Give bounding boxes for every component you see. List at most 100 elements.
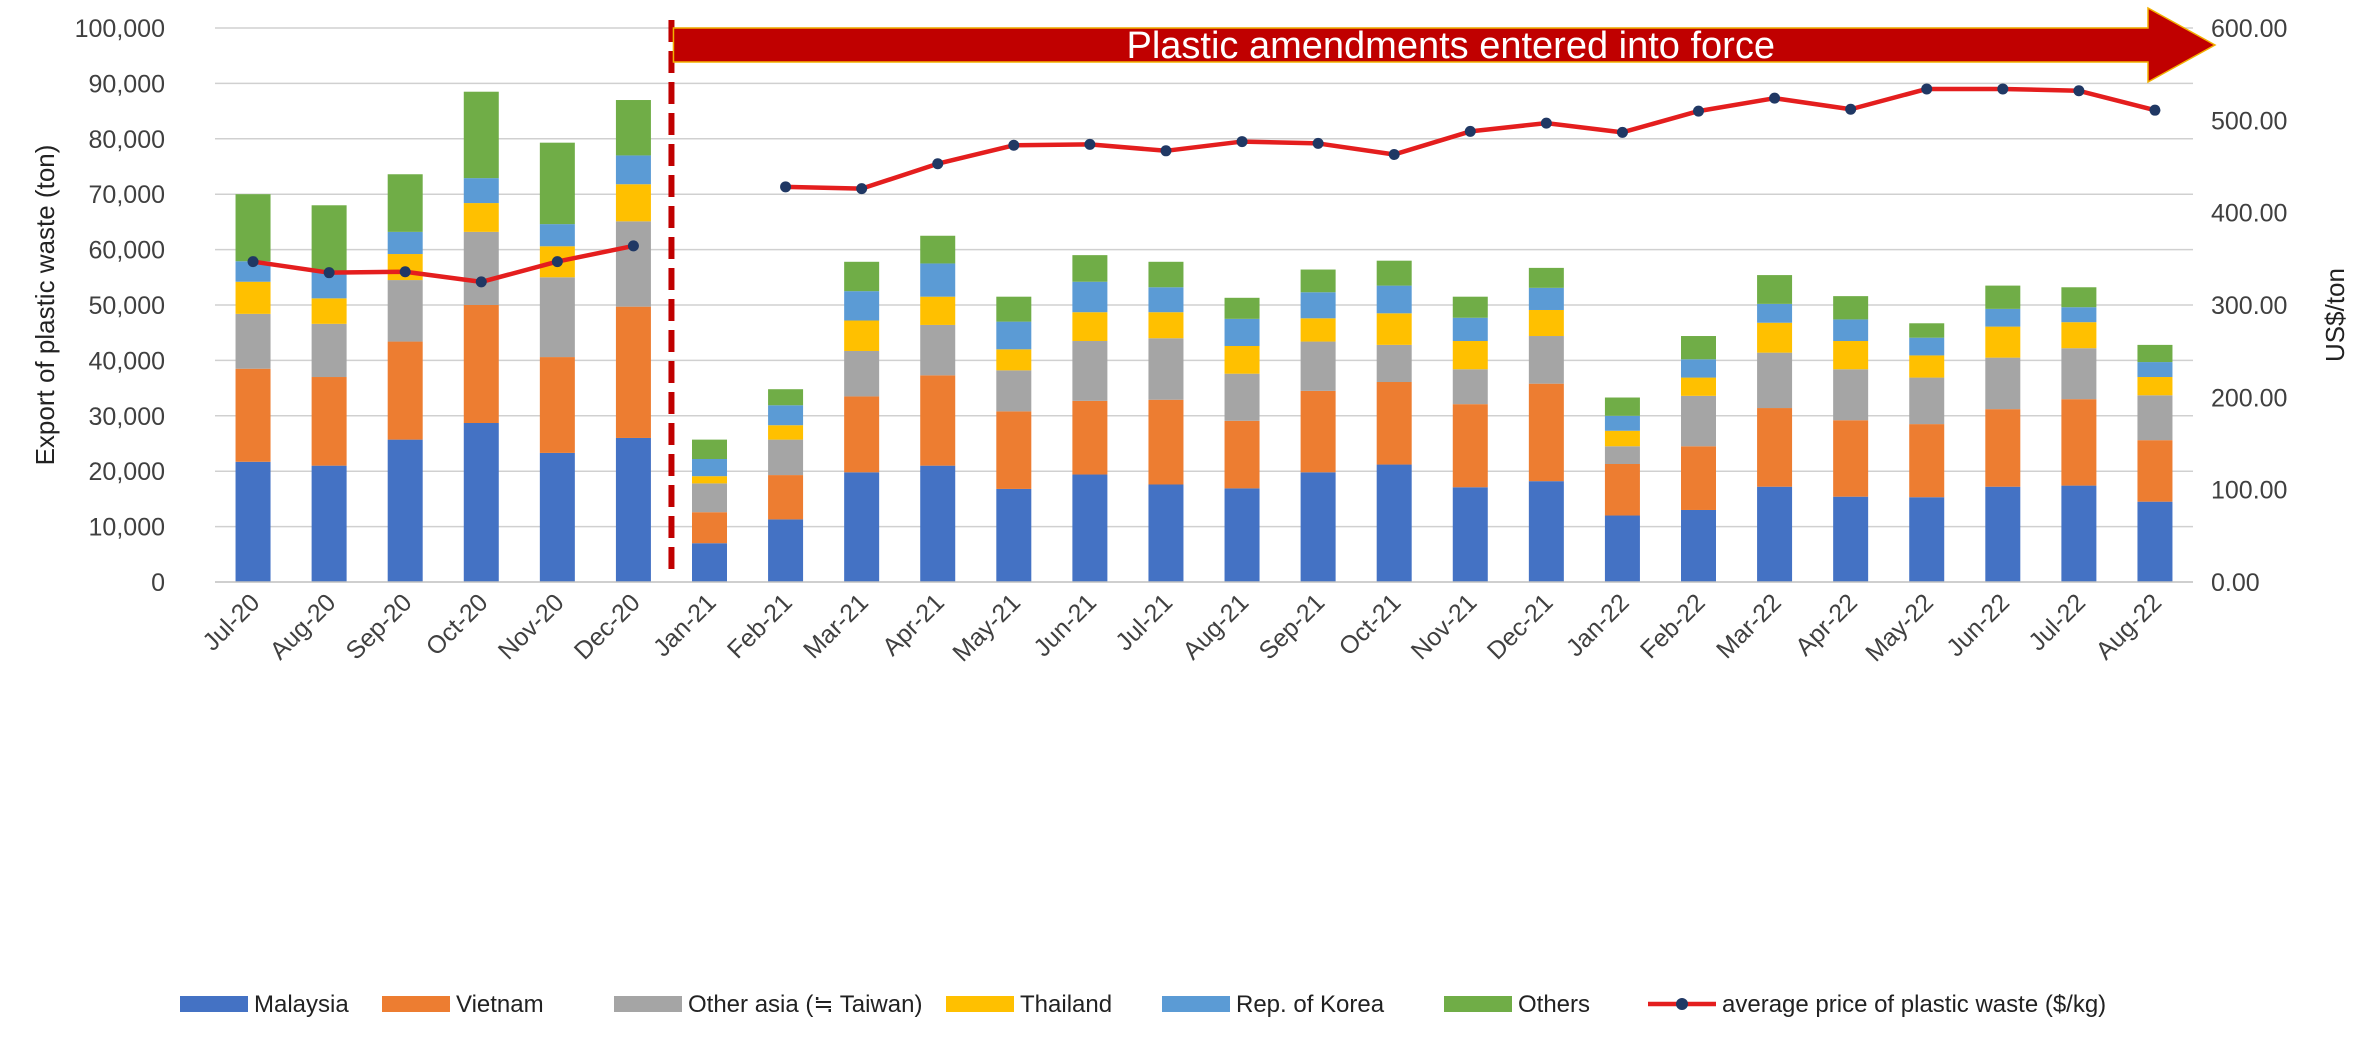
bar-segment (1300, 292, 1336, 319)
bar-segment (1224, 297, 1260, 319)
bar-segment (1604, 430, 1640, 447)
gridlines (215, 27, 2193, 528)
legend-swatch (1444, 996, 1512, 1012)
bar-segment (1072, 312, 1108, 342)
bar-segment (768, 519, 804, 582)
bar-segment (844, 261, 880, 292)
bar-segment (463, 423, 499, 582)
price-line (247, 83, 2161, 288)
price-point (627, 240, 639, 252)
legend-label: Rep. of Korea (1236, 991, 1385, 1018)
bar-segment (1376, 382, 1412, 465)
bar-segment (2137, 440, 2173, 502)
y2-tick-label: 400.00 (2211, 200, 2287, 228)
bar-segment (1604, 397, 1640, 416)
bar-segment (539, 357, 575, 453)
bar-segment (692, 543, 727, 582)
y-tick-label: 100,000 (75, 15, 165, 43)
price-point (1008, 139, 1020, 151)
bar-segment (1224, 488, 1260, 582)
bar-segment (1376, 344, 1412, 383)
price-point (1540, 117, 1552, 129)
x-tick-label: Feb-21 (722, 588, 798, 664)
price-point (1845, 103, 1857, 115)
bar-segment (463, 178, 499, 204)
bar-segment (463, 203, 499, 232)
x-tick-label: Jul-22 (2023, 588, 2091, 656)
y2-axis-title: US$/ton (2320, 268, 2350, 362)
y-axis-title: Export of plastic waste (ton) (30, 145, 60, 466)
bar-segment (692, 439, 727, 460)
bar-segment (1909, 337, 1945, 356)
price-point (475, 276, 487, 288)
bar-segment (1072, 474, 1108, 582)
bar-segment (692, 483, 727, 513)
price-point (2073, 85, 2085, 97)
bar-segment (1909, 323, 1945, 338)
x-tick-label: Apr-22 (1790, 588, 1863, 661)
bar-segment (235, 194, 271, 262)
legend-swatch (614, 996, 682, 1012)
bar-segment (1909, 377, 1945, 425)
price-point (1769, 92, 1781, 104)
bar-segment (1604, 446, 1640, 464)
price-point (1464, 125, 1476, 137)
bar-segment (1604, 463, 1640, 516)
x-tick-label: Dec-20 (569, 588, 646, 665)
bar-segment (1757, 408, 1793, 487)
bar-segment (1909, 355, 1945, 378)
bar-segment (615, 437, 651, 582)
legend-swatch (180, 996, 248, 1012)
bar-segment (1909, 497, 1945, 582)
y-tick-label: 80,000 (89, 126, 165, 154)
bar-segment (1528, 309, 1564, 337)
legend-swatch (946, 996, 1014, 1012)
legend-label: Others (1518, 991, 1590, 1018)
bar-segment (1452, 369, 1488, 405)
bar-segment (1072, 255, 1108, 282)
bar-segment (1300, 390, 1336, 473)
y-tick-label: 50,000 (89, 292, 165, 320)
bar-segment (311, 298, 347, 324)
price-point (1997, 83, 2009, 95)
x-tick-label: Sep-21 (1254, 588, 1331, 665)
legend-swatch (382, 996, 450, 1012)
bar-segment (1148, 287, 1184, 313)
bar-segment (463, 231, 499, 305)
bar-segment (996, 321, 1032, 350)
bar-segment (996, 488, 1032, 582)
bar-segment (1528, 383, 1564, 482)
y-tick-label: 40,000 (89, 347, 165, 375)
x-tick-label: Jun-21 (1028, 588, 1102, 662)
price-point (1236, 136, 1248, 148)
y2-tick-label: 200.00 (2211, 384, 2287, 412)
bar-segment (1833, 296, 1869, 320)
x-tick-label: Aug-22 (2090, 588, 2167, 665)
bar-segment (844, 320, 880, 351)
x-tick-label: Oct-21 (1334, 588, 1407, 661)
bar-segment (387, 174, 423, 232)
price-point (1616, 126, 1628, 138)
legend-marker (1676, 998, 1688, 1010)
bar-segment (1376, 464, 1412, 582)
bar-segment (1300, 269, 1336, 293)
x-tick-label: May-22 (1860, 588, 1939, 667)
bar-segment (1224, 373, 1260, 421)
bar-segment (1452, 341, 1488, 370)
bar-segment (1148, 312, 1184, 339)
bar-segment (1528, 481, 1564, 582)
bar-segment (1833, 496, 1869, 582)
price-point (399, 266, 411, 278)
bar-segment (1072, 281, 1108, 313)
y2-tick-label: 100.00 (2211, 477, 2287, 505)
bar-segment (768, 439, 804, 476)
bar-segment (844, 472, 880, 582)
bar-segment (1681, 336, 1716, 360)
bar-segment (1909, 424, 1945, 498)
x-tick-label: Jul-20 (197, 588, 265, 656)
x-tick-label: Dec-21 (1482, 588, 1559, 665)
bar-segment (1757, 322, 1793, 353)
annotation-banner: Plastic amendments entered into force (672, 6, 2217, 84)
price-point (247, 256, 259, 268)
